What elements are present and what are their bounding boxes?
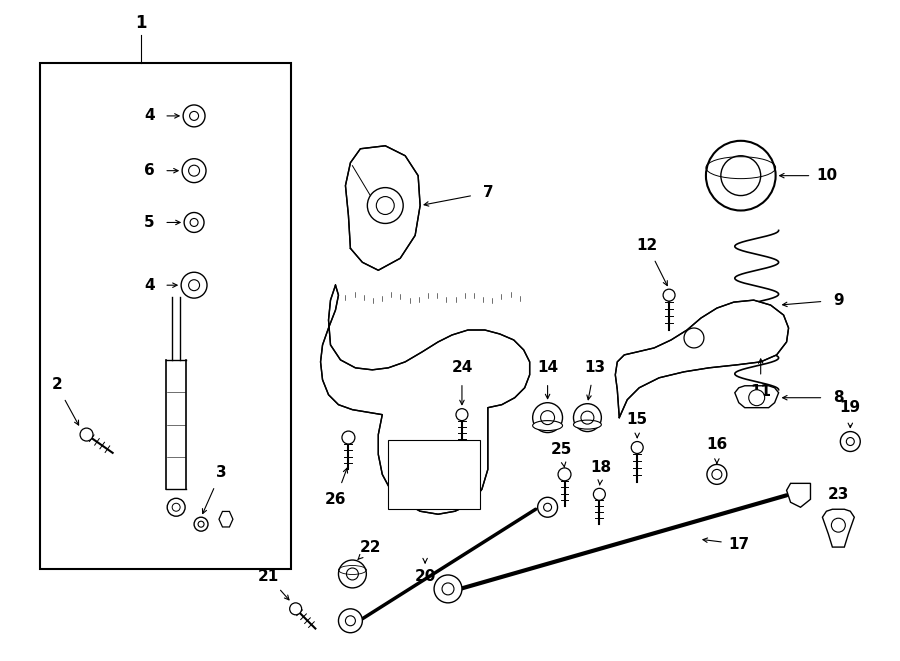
Text: 25: 25 [551,442,572,457]
Circle shape [338,609,363,633]
Text: 16: 16 [706,437,727,452]
Text: 4: 4 [144,108,155,124]
Circle shape [184,212,204,233]
Circle shape [181,272,207,298]
Circle shape [182,159,206,182]
Circle shape [533,403,562,432]
Circle shape [663,289,675,301]
Text: 18: 18 [590,460,612,475]
Circle shape [183,105,205,127]
Text: 19: 19 [840,400,861,415]
Circle shape [537,497,557,517]
Circle shape [841,432,860,451]
Polygon shape [616,300,788,418]
Text: 24: 24 [451,360,472,375]
Text: 17: 17 [728,537,750,551]
Circle shape [631,442,644,453]
Circle shape [342,431,355,444]
Text: 4: 4 [144,278,155,293]
Circle shape [749,390,765,406]
Text: 23: 23 [828,486,849,502]
Circle shape [338,560,366,588]
Text: 12: 12 [636,238,658,253]
Polygon shape [219,512,233,527]
Text: 9: 9 [833,293,843,307]
Ellipse shape [533,420,562,430]
Ellipse shape [573,420,601,429]
Text: 13: 13 [584,360,605,375]
Text: 22: 22 [360,539,381,555]
Text: 14: 14 [537,360,558,375]
Text: 26: 26 [325,492,346,507]
Circle shape [167,498,185,516]
Text: 7: 7 [482,185,493,200]
Circle shape [434,575,462,603]
Text: 5: 5 [144,215,155,230]
FancyBboxPatch shape [388,440,480,509]
Text: 2: 2 [51,377,62,392]
Circle shape [573,404,601,432]
Circle shape [706,465,727,485]
Text: 1: 1 [136,15,147,32]
Circle shape [80,428,93,441]
Circle shape [593,488,606,500]
Circle shape [456,408,468,420]
Polygon shape [734,386,778,408]
Text: 3: 3 [216,465,226,480]
Text: 11: 11 [751,384,771,399]
Circle shape [194,517,208,531]
Text: 6: 6 [144,163,155,178]
Text: 21: 21 [258,570,279,584]
Polygon shape [346,146,420,270]
Circle shape [684,328,704,348]
Polygon shape [787,483,811,507]
Circle shape [706,141,776,210]
Circle shape [721,156,760,196]
Text: 8: 8 [833,390,843,405]
Text: 15: 15 [626,412,648,427]
Polygon shape [320,285,530,514]
Text: 20: 20 [414,570,436,584]
Circle shape [290,603,302,615]
Circle shape [367,188,403,223]
Circle shape [832,518,845,532]
Circle shape [346,568,358,580]
FancyBboxPatch shape [40,63,291,569]
Circle shape [558,468,571,481]
Text: 10: 10 [815,168,837,183]
Polygon shape [823,509,854,547]
